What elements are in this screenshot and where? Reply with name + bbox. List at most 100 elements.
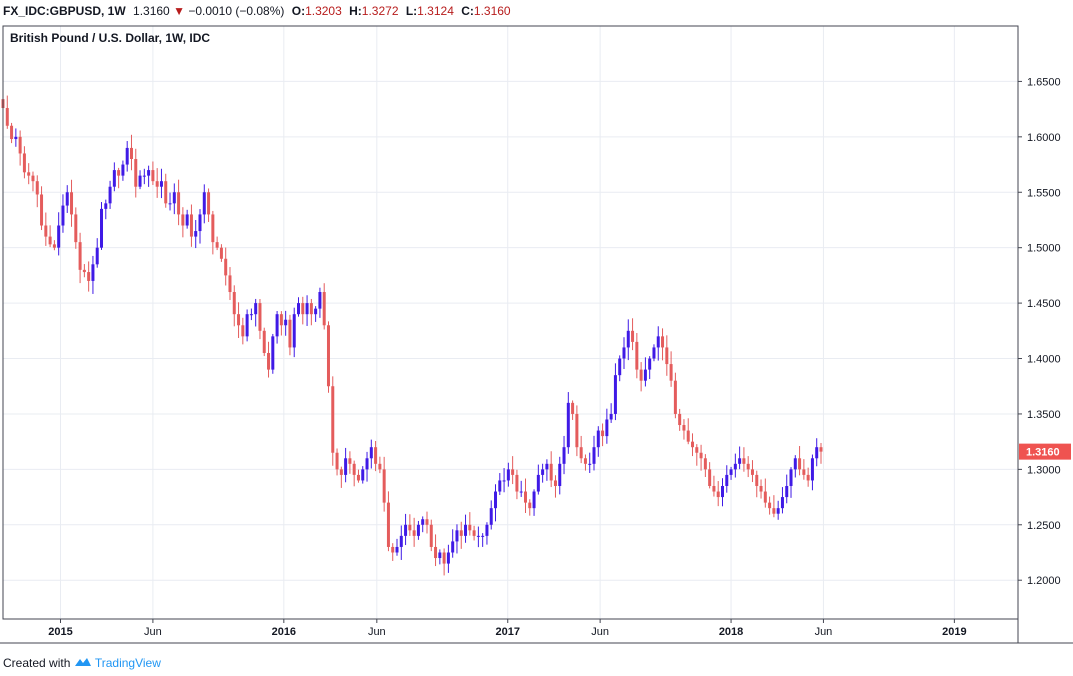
price-chart[interactable]: British Pound / U.S. Dollar, 1W, IDC 1.6… — [0, 22, 1073, 650]
candle-body — [695, 447, 699, 453]
candle-body — [399, 535, 403, 547]
close-value: 1.3160 — [473, 4, 511, 18]
candle-body — [720, 485, 724, 498]
symbol-label[interactable]: FX_IDC:GBPUSD, 1W — [3, 4, 126, 18]
candle-body — [138, 175, 142, 187]
candle-body — [588, 463, 592, 465]
candle-body — [511, 469, 515, 475]
y-tick-label: 1.2500 — [1027, 520, 1061, 532]
candle-body — [339, 469, 343, 475]
candle-body — [459, 530, 463, 536]
candle-body — [301, 303, 305, 315]
candle-body — [70, 192, 74, 215]
candle-body — [763, 491, 767, 503]
y-tick-label: 1.3000 — [1027, 464, 1061, 476]
candle-body — [378, 463, 382, 470]
candle-body — [506, 469, 510, 481]
x-tick-label: 2016 — [272, 626, 296, 638]
candle-body — [481, 535, 485, 537]
candle-body — [802, 469, 806, 475]
candle-body — [780, 497, 784, 509]
candle-body — [446, 552, 450, 564]
candle-body — [335, 452, 339, 470]
candle-body — [14, 136, 18, 140]
candle-body — [134, 159, 138, 187]
candle-body — [528, 502, 532, 509]
y-tick-label: 1.6000 — [1027, 132, 1061, 144]
candle-body — [245, 314, 249, 337]
close-label: C: — [461, 4, 474, 18]
x-tick-label: 2017 — [496, 626, 520, 638]
candle-body — [386, 502, 390, 547]
candle-body — [703, 458, 707, 470]
x-tick-label: Jun — [144, 626, 162, 638]
candle-body — [442, 552, 446, 564]
y-tick-label: 1.5500 — [1027, 187, 1061, 199]
candle-body — [691, 441, 695, 448]
candle-body — [566, 402, 570, 448]
candle-body — [656, 336, 660, 348]
candle-body — [271, 336, 275, 370]
candle-body — [472, 530, 476, 536]
candle-body — [626, 330, 630, 348]
candle-body — [155, 181, 159, 187]
candle-body — [665, 347, 669, 365]
candle-body — [661, 336, 665, 348]
candle-body — [249, 314, 253, 316]
candle-body — [686, 430, 690, 442]
candle-body — [108, 186, 112, 204]
price-axis[interactable]: 1.6500 1.6000 1.5500 1.5000 1.4500 1.4000 1.35… — [1018, 76, 1061, 587]
candle-body — [416, 524, 420, 536]
candle-body — [65, 192, 69, 206]
candle-body — [562, 447, 566, 464]
candle-body — [305, 303, 309, 315]
candle-body — [189, 214, 193, 237]
candles — [1, 95, 823, 576]
x-tick-label: Jun — [368, 626, 386, 638]
last-price-label: 1.3160 — [1019, 443, 1071, 460]
candle-body — [789, 469, 793, 486]
tradingview-logo-icon[interactable] — [74, 656, 95, 670]
y-tick-label: 1.4500 — [1027, 298, 1061, 310]
candle-body — [468, 524, 472, 531]
candle-body — [553, 480, 557, 486]
x-tick-label: 2015 — [48, 626, 72, 638]
tradingview-link[interactable]: TradingView — [94, 656, 161, 670]
open-label: O: — [291, 4, 306, 18]
candle-body — [451, 541, 455, 553]
candle-body — [738, 458, 742, 464]
candle-body — [57, 225, 61, 248]
candle-body — [52, 244, 56, 248]
chart-legend-header: FX_IDC:GBPUSD, 1W 1.3160 ▼ −0.0010 (−0.0… — [0, 0, 1073, 22]
candle-body — [185, 214, 189, 226]
candle-body — [519, 491, 523, 493]
candle-body — [622, 347, 626, 359]
candle-body — [596, 430, 600, 448]
candle-body — [198, 214, 202, 232]
candle-body — [48, 236, 52, 245]
candle-body — [678, 413, 682, 426]
last-price: 1.3160 — [133, 4, 170, 18]
candle-body — [27, 172, 31, 176]
high-value: 1.3272 — [361, 4, 399, 18]
candle-body — [571, 402, 575, 414]
candle-body — [237, 314, 241, 326]
candle-body — [82, 269, 86, 273]
candle-body — [541, 469, 545, 475]
candle-body — [793, 458, 797, 470]
y-tick-label: 1.2000 — [1027, 575, 1061, 587]
candle-body — [682, 425, 686, 431]
candle-body — [365, 458, 369, 470]
candle-body — [262, 330, 266, 353]
candle-body — [673, 380, 677, 414]
candle-body — [374, 447, 378, 464]
y-tick-label: 1.6500 — [1027, 76, 1061, 88]
candle-body — [142, 175, 146, 177]
candle-body — [725, 474, 729, 486]
candle-body — [215, 242, 219, 248]
candle-body — [91, 264, 95, 281]
candle-body — [284, 319, 288, 326]
candle-body — [536, 474, 540, 492]
candle-body — [177, 192, 181, 215]
time-axis[interactable]: 2015 Jun 2016 Jun 2017 Jun 2018 Jun 2019 — [0, 619, 1073, 644]
